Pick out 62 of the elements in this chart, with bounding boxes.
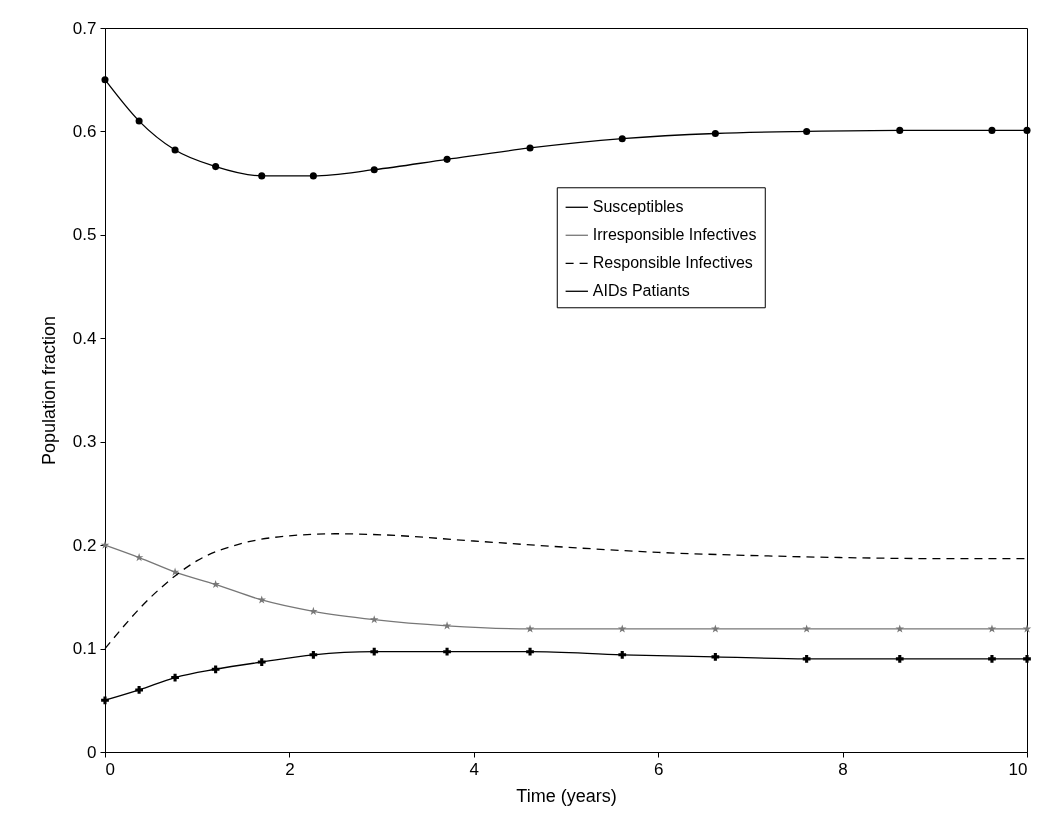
point [101, 696, 109, 705]
point [443, 647, 451, 656]
point [309, 650, 318, 659]
y-tick-label: 0.6 [72, 121, 97, 141]
point [135, 117, 143, 125]
point [443, 155, 451, 163]
point [134, 553, 144, 562]
point [711, 129, 719, 138]
point [1023, 126, 1031, 134]
y-axis-title: Population fraction [38, 315, 59, 466]
x-tick-label: 8 [838, 759, 848, 779]
x-tick-label: 10 [1008, 759, 1028, 779]
y-tick-label: 0.2 [72, 535, 97, 555]
point [1023, 655, 1031, 663]
point [617, 624, 627, 633]
point [988, 126, 996, 134]
point [526, 144, 534, 152]
point [369, 615, 379, 624]
point [171, 673, 179, 682]
point [257, 658, 266, 666]
point [618, 135, 626, 143]
point [258, 172, 266, 180]
point [526, 647, 534, 656]
y-tick-label: 0 [87, 742, 97, 762]
y-tick-label: 0.3 [72, 432, 97, 452]
legend-label: AIDs Patiants [592, 282, 690, 300]
point [988, 655, 996, 663]
point [211, 665, 220, 674]
point [171, 146, 179, 154]
x-tick-label: 4 [469, 759, 480, 779]
point [618, 650, 627, 659]
x-axis-title: Time (years) [516, 785, 617, 806]
point [212, 163, 220, 171]
point [309, 606, 318, 615]
y-tick-label: 0.4 [72, 328, 97, 348]
point [135, 686, 143, 694]
point [1022, 624, 1032, 633]
legend-label: Irresponsible Infectives [592, 226, 757, 244]
point [101, 76, 109, 84]
x-tick-label: 6 [653, 759, 664, 779]
legend-label: Responsible Infectives [592, 254, 753, 272]
legend-label: Susceptibles [592, 198, 684, 216]
x-tick-label: 0 [105, 759, 115, 779]
point [802, 655, 811, 663]
point [803, 127, 811, 135]
point [896, 126, 904, 134]
x-tick-label: 2 [285, 759, 295, 779]
point [987, 624, 997, 633]
y-tick-label: 0.1 [72, 639, 97, 659]
point [895, 624, 905, 633]
y-tick-label: 0.7 [72, 18, 97, 38]
point [370, 166, 378, 174]
point [170, 567, 180, 576]
point [442, 621, 452, 630]
point [525, 624, 535, 633]
point [309, 172, 317, 180]
point [100, 540, 110, 549]
point [257, 595, 266, 604]
point [711, 652, 720, 661]
point [370, 647, 379, 656]
y-tick-label: 0.5 [72, 225, 97, 245]
point [895, 655, 904, 663]
